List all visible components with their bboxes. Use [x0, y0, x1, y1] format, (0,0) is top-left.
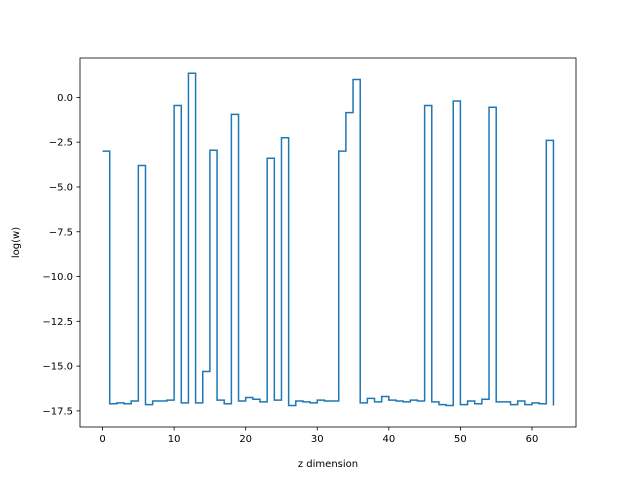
plot-frame [79, 57, 577, 428]
x-tick-label: 30 [311, 434, 324, 445]
y-tick-label: −10.0 [42, 272, 73, 283]
y-tick-label: −17.5 [42, 406, 73, 417]
x-tick-label: 0 [99, 434, 105, 445]
series-layer [102, 72, 555, 407]
y-tick-label: −12.5 [42, 317, 73, 328]
x-tick-label: 20 [239, 434, 252, 445]
series-line [102, 72, 555, 407]
y-tick-label: −7.5 [49, 227, 73, 238]
x-ticks: 0 10 20 30 40 50 60 [99, 427, 538, 445]
x-tick-label: 60 [526, 434, 539, 445]
plot-area-background [80, 58, 576, 427]
y-tick-label: −5.0 [49, 182, 73, 193]
y-axis-label: log(w) [11, 227, 22, 258]
x-tick-label: 40 [382, 434, 395, 445]
x-axis-label: z dimension [298, 459, 358, 470]
y-tick-label: −15.0 [42, 362, 73, 373]
x-tick-label: 10 [168, 434, 181, 445]
y-tick-label: 0.0 [57, 93, 73, 104]
x-tick-label: 50 [454, 434, 467, 445]
y-tick-label: −2.5 [49, 138, 73, 149]
y-ticks: 0.0 −2.5 −5.0 −7.5 −10.0 −12.5 −15.0 −17.5 [42, 93, 80, 417]
